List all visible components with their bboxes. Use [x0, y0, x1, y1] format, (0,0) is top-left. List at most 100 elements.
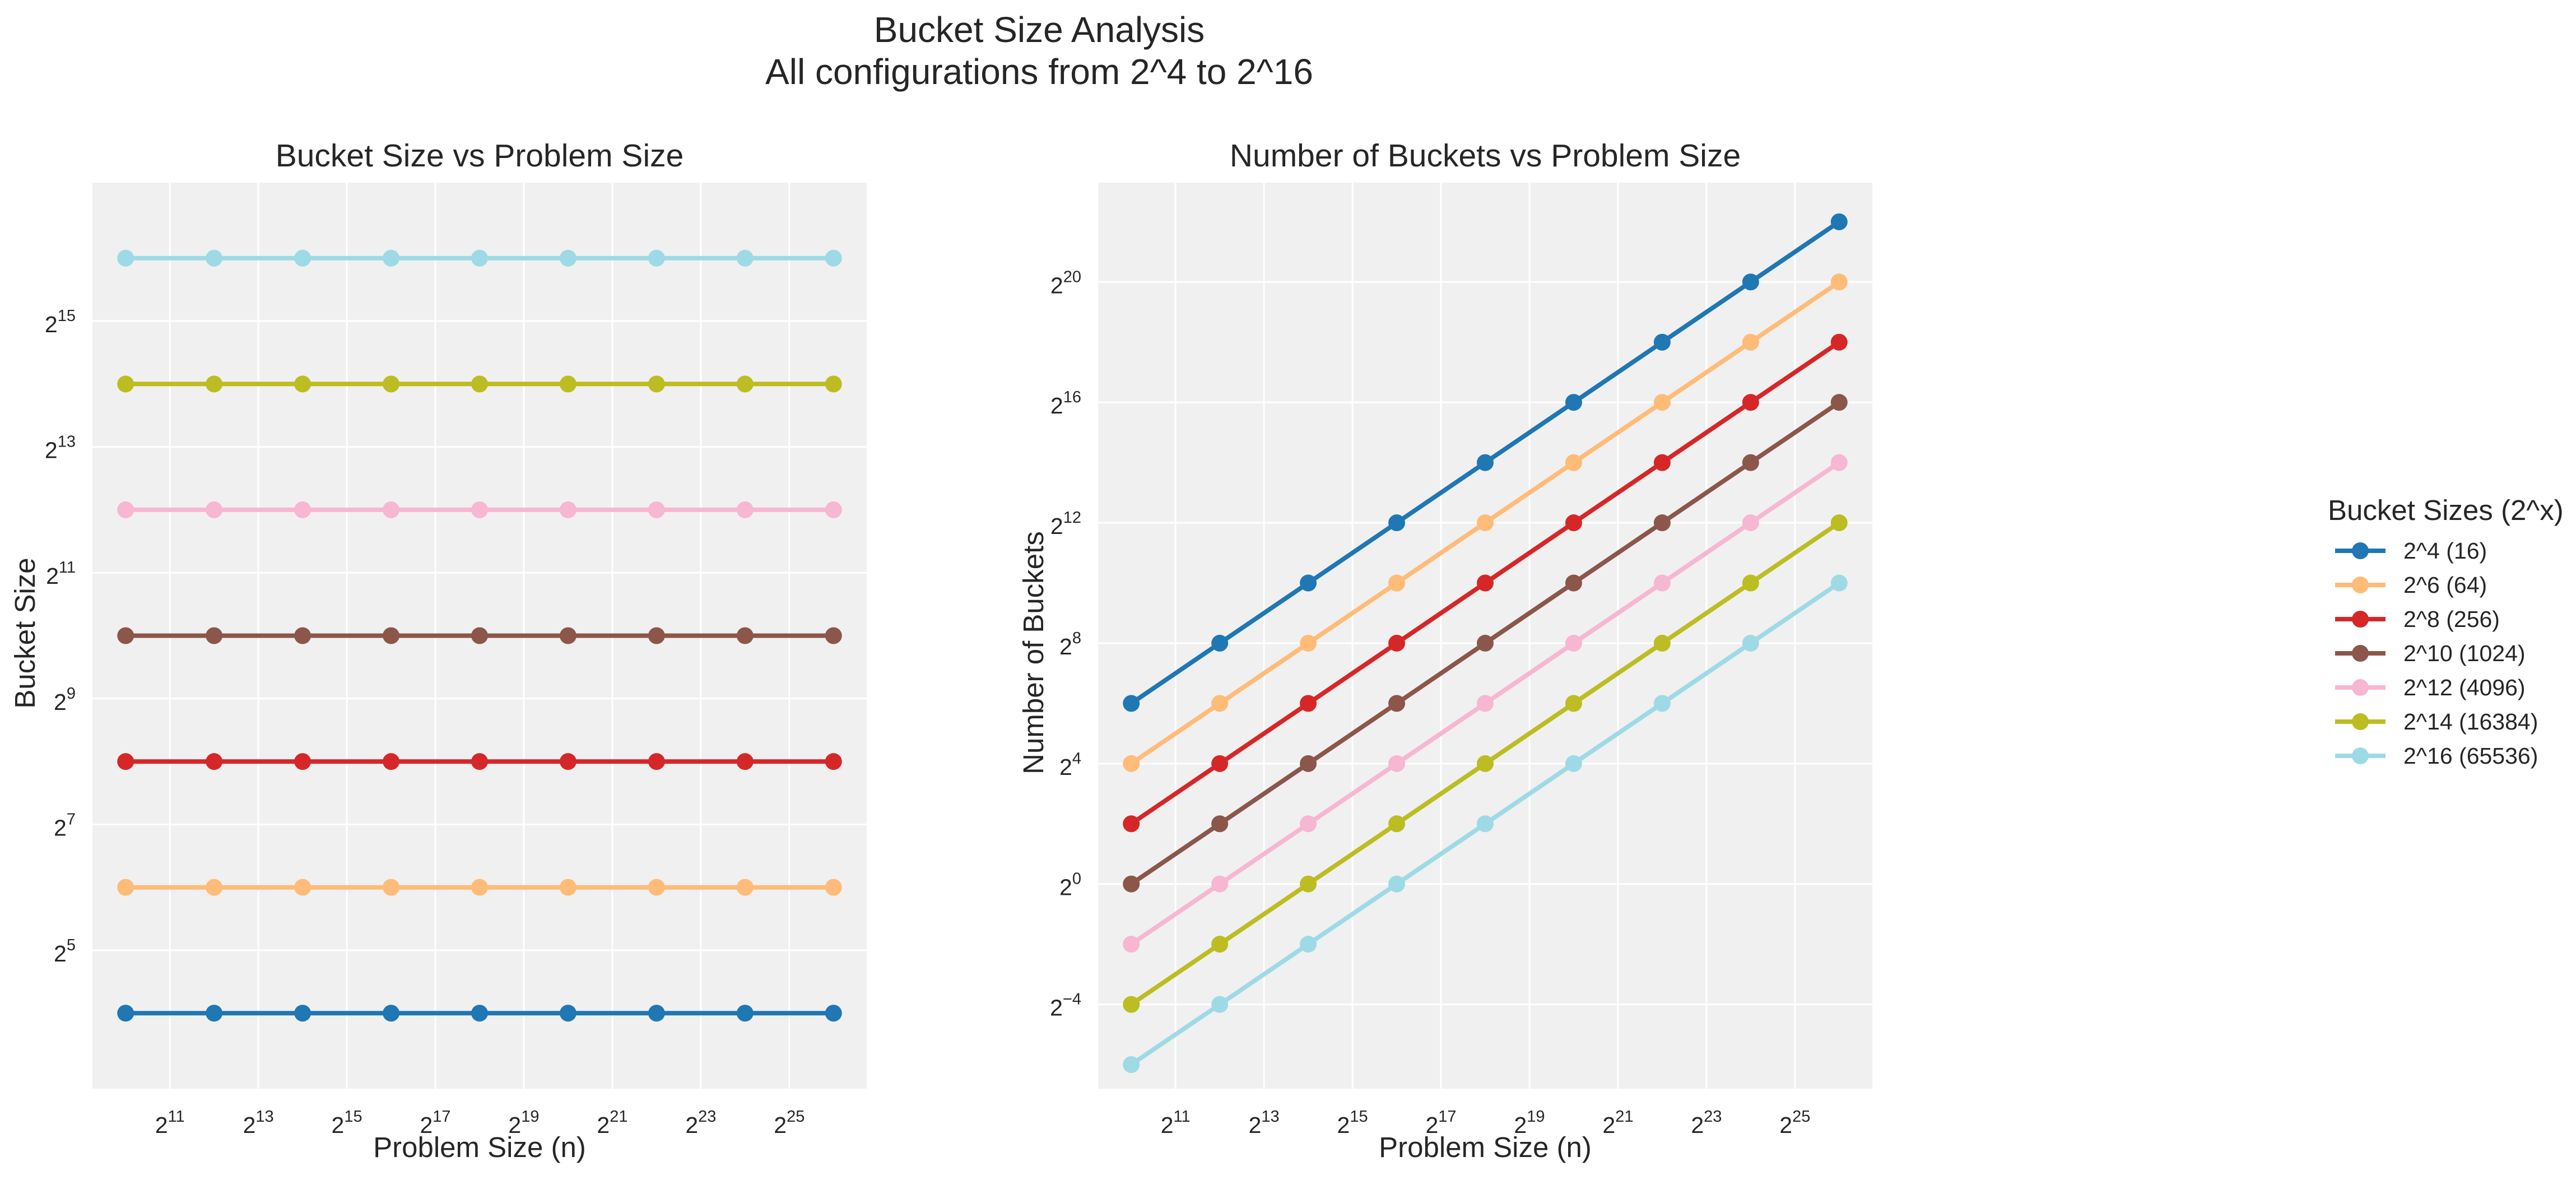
- data-point: [825, 501, 842, 518]
- data-point: [117, 501, 134, 518]
- data-point: [383, 627, 400, 644]
- data-point: [648, 627, 665, 644]
- data-point: [294, 1005, 311, 1022]
- data-point: [1830, 574, 1848, 592]
- data-point: [1211, 755, 1229, 772]
- data-point: [383, 1005, 400, 1022]
- y-tick-label: 212: [1050, 509, 1081, 539]
- data-point: [1477, 815, 1494, 833]
- legend-entry: 2^12 (4096): [2335, 675, 2526, 700]
- data-point: [1123, 996, 1140, 1013]
- data-point: [825, 375, 842, 393]
- data-point: [736, 753, 754, 770]
- data-point: [206, 879, 223, 896]
- data-point: [294, 753, 311, 770]
- figure-title-line2: All configurations from 2^4 to 2^16: [765, 52, 1313, 92]
- data-point: [1830, 454, 1848, 471]
- series-3: [117, 753, 842, 770]
- x-tick-label: 211: [155, 1108, 185, 1138]
- data-point: [1477, 755, 1494, 772]
- y-tick-label: 213: [45, 433, 76, 463]
- series-7: [1123, 574, 1848, 1074]
- data-point: [1653, 454, 1671, 471]
- data-point: [294, 375, 311, 393]
- x-tick-label: 217: [1425, 1108, 1456, 1138]
- y-tick-label: 27: [54, 810, 76, 840]
- data-point: [1565, 574, 1582, 592]
- data-point: [1300, 634, 1317, 652]
- data-point: [1388, 695, 1406, 712]
- data-point: [206, 375, 223, 393]
- series-3: [1123, 333, 1848, 833]
- x-tick-label: 213: [1249, 1108, 1280, 1138]
- x-tick-label: 215: [332, 1108, 362, 1138]
- data-point: [736, 879, 754, 896]
- x-tick-label: 217: [420, 1108, 450, 1138]
- data-point: [1742, 454, 1759, 471]
- data-point: [825, 249, 842, 267]
- series-5: [117, 501, 842, 518]
- data-point: [1653, 634, 1671, 652]
- data-point: [1300, 936, 1317, 953]
- y-axis-label: Number of Buckets: [1017, 531, 1049, 774]
- data-point: [117, 879, 134, 896]
- data-point: [1123, 755, 1140, 772]
- chart-panels: 211 213 215 217 219 221 223 225 25 27 29 211 213 215 B…: [9, 138, 1872, 1163]
- data-point: [1653, 394, 1671, 411]
- data-point: [383, 753, 400, 770]
- data-point: [294, 627, 311, 644]
- data-point: [736, 1005, 754, 1022]
- x-axis-label: Problem Size (n): [373, 1131, 586, 1163]
- data-point: [648, 375, 665, 393]
- y-tick-label: 2−4: [1050, 991, 1081, 1021]
- data-point: [1830, 394, 1848, 411]
- data-point: [1388, 514, 1406, 532]
- x-tick-label: 213: [243, 1108, 274, 1138]
- legend: Bucket Sizes (2^x) 2^4 (16) 2^6 (64) 2^8 (2…: [2328, 494, 2564, 769]
- legend-label: 2^12 (4096): [2403, 675, 2526, 700]
- legend-label: 2^8 (256): [2403, 606, 2500, 632]
- x-tick-label: 221: [597, 1108, 627, 1138]
- data-point: [825, 879, 842, 896]
- data-point: [825, 627, 842, 644]
- data-point: [1830, 273, 1848, 291]
- data-point: [736, 375, 754, 393]
- data-point: [1211, 936, 1229, 953]
- data-point: [1300, 695, 1317, 712]
- legend-marker: [2352, 747, 2369, 764]
- series-6: [1123, 514, 1848, 1013]
- legend-marker: [2352, 679, 2369, 696]
- data-point: [559, 1005, 576, 1022]
- data-point: [559, 501, 576, 518]
- data-point: [736, 501, 754, 518]
- y-tick-label: 28: [1059, 629, 1081, 659]
- legend-entry: 2^6 (64): [2335, 572, 2487, 598]
- series-6: [117, 375, 842, 393]
- data-point: [294, 249, 311, 267]
- y-tick-label: 25: [54, 936, 76, 967]
- data-point: [648, 753, 665, 770]
- y-tick-label: 211: [46, 559, 76, 589]
- data-point: [1742, 574, 1759, 592]
- data-point: [1830, 333, 1848, 351]
- x-axis-label: Problem Size (n): [1379, 1131, 1592, 1163]
- y-tick-label: 215: [45, 307, 76, 337]
- x-tick-label: 219: [1514, 1108, 1545, 1138]
- data-point: [1123, 1056, 1140, 1074]
- series-1: [117, 1005, 842, 1022]
- data-point: [1653, 574, 1671, 592]
- data-point: [1742, 634, 1759, 652]
- y-tick-label: 216: [1050, 388, 1081, 419]
- data-point: [206, 1005, 223, 1022]
- data-point: [471, 501, 488, 518]
- data-point: [1653, 514, 1671, 532]
- data-point: [471, 1005, 488, 1022]
- data-point: [1830, 213, 1848, 230]
- legend-marker: [2352, 577, 2369, 593]
- data-point: [117, 375, 134, 393]
- data-point: [736, 249, 754, 267]
- panel-title: Number of Buckets vs Problem Size: [1230, 138, 1741, 174]
- series-2: [117, 879, 842, 896]
- legend-title: Bucket Sizes (2^x): [2328, 494, 2564, 526]
